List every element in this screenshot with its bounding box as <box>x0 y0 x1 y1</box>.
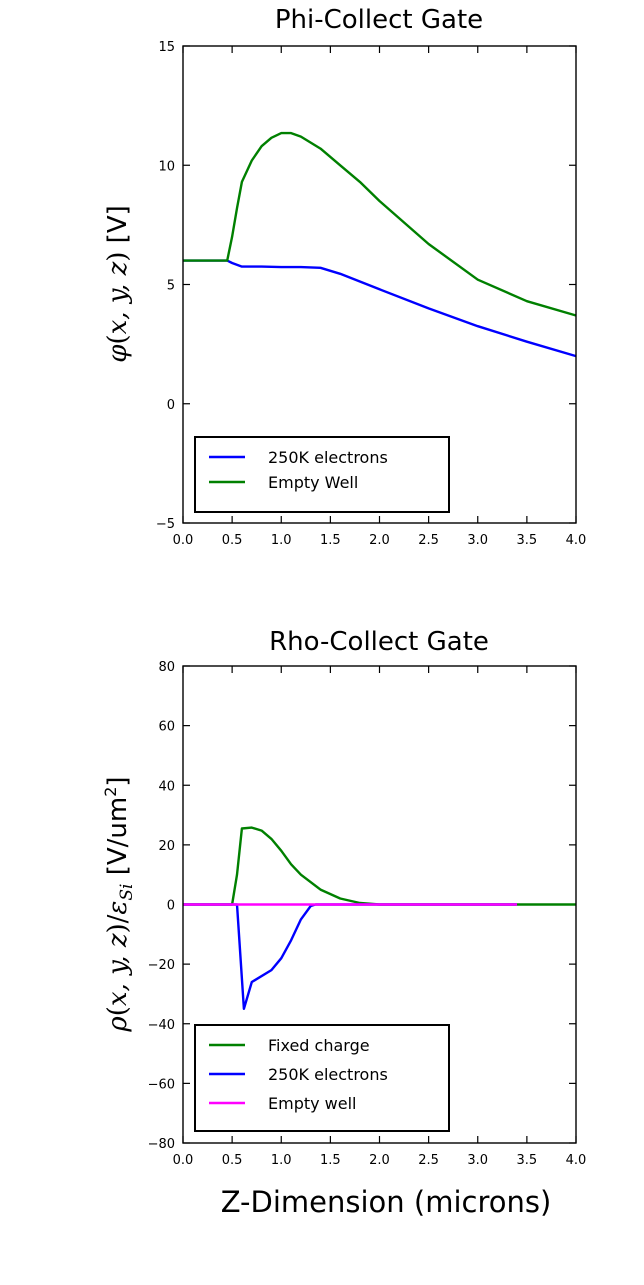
y-axis-label: ρ(x, y, z)/εSi [V/um2] <box>101 776 137 1032</box>
y-tick-label: −5 <box>156 517 175 532</box>
y-tick-label: 5 <box>167 279 175 294</box>
chart-phi-collect: Phi-Collect Gate φ(x, y, z) [V] −5 0 5 10 15… <box>103 5 586 548</box>
plot-frame <box>182 45 577 524</box>
svg-text:ρ(x, y, z)/εSi [V/um2]: ρ(x, y, z)/εSi [V/um2] <box>101 776 137 1032</box>
y-axis-label: φ(x, y, z) [V] <box>103 205 133 363</box>
legend-label: 250K electrons <box>268 1065 388 1084</box>
legend-label: Empty well <box>268 1094 357 1113</box>
x-tick-label: 2.5 <box>418 1153 439 1168</box>
x-tick-label: 0.5 <box>222 533 243 548</box>
series-line-fixed-charge <box>183 826 576 906</box>
series-group <box>183 826 576 1010</box>
legend-label: Fixed charge <box>268 1036 370 1055</box>
x-tick-label: 2.0 <box>369 533 390 548</box>
series-line-empty-well <box>183 131 577 317</box>
x-tick-label: 0.5 <box>222 1153 243 1168</box>
x-axis-label: Z-Dimension (microns) <box>221 1185 552 1219</box>
x-ticks: 0.0 0.5 1.0 1.5 2.0 2.5 3.0 3.5 4.0 <box>173 46 587 548</box>
series-line-250k-electrons <box>183 259 577 358</box>
x-tick-label: 0.0 <box>173 1153 194 1168</box>
y-ticks: −80 −60 −40 −20 0 20 40 60 80 <box>148 660 576 1152</box>
y-tick-label: −60 <box>148 1077 175 1092</box>
chart-title: Phi-Collect Gate <box>275 5 483 35</box>
x-tick-label: 1.0 <box>271 533 292 548</box>
legend-label: 250K electrons <box>268 448 388 467</box>
y-tick-label: 15 <box>158 40 175 55</box>
legend: Fixed charge 250K electrons Empty well <box>194 1024 450 1132</box>
y-tick-label: 80 <box>158 660 175 675</box>
x-tick-label: 4.0 <box>566 533 587 548</box>
x-tick-label: 1.0 <box>271 1153 292 1168</box>
y-tick-label: 10 <box>158 159 175 174</box>
y-tick-label: −20 <box>148 958 175 973</box>
y-tick-label: 60 <box>158 720 175 735</box>
y-tick-label: 0 <box>167 398 175 413</box>
x-tick-label: 1.5 <box>320 1153 341 1168</box>
legend: 250K electrons Empty Well <box>194 436 450 513</box>
y-tick-label: −80 <box>148 1137 175 1152</box>
x-tick-label: 0.0 <box>173 533 194 548</box>
x-tick-label: 2.0 <box>369 1153 390 1168</box>
y-tick-label: 20 <box>158 839 175 854</box>
x-tick-label: 3.0 <box>467 1153 488 1168</box>
chart-rho-collect: Rho-Collect Gate ρ(x, y, z)/εSi [V/um2] … <box>101 627 586 1219</box>
plot-frame <box>182 665 577 1144</box>
y-tick-label: −40 <box>148 1018 175 1033</box>
series-line-250k-electrons <box>183 903 517 1010</box>
series-group <box>183 131 577 358</box>
x-tick-label: 3.5 <box>517 1153 538 1168</box>
y-tick-label: 0 <box>167 899 175 914</box>
chart-title: Rho-Collect Gate <box>269 627 489 657</box>
x-tick-label: 3.0 <box>467 533 488 548</box>
svg-text:φ(x, y, z) [V]: φ(x, y, z) [V] <box>103 205 133 363</box>
x-tick-label: 4.0 <box>566 1153 587 1168</box>
x-tick-label: 3.5 <box>517 533 538 548</box>
x-tick-label: 2.5 <box>418 533 439 548</box>
y-tick-label: 40 <box>158 779 175 794</box>
x-tick-label: 1.5 <box>320 533 341 548</box>
legend-label: Empty Well <box>268 473 358 492</box>
